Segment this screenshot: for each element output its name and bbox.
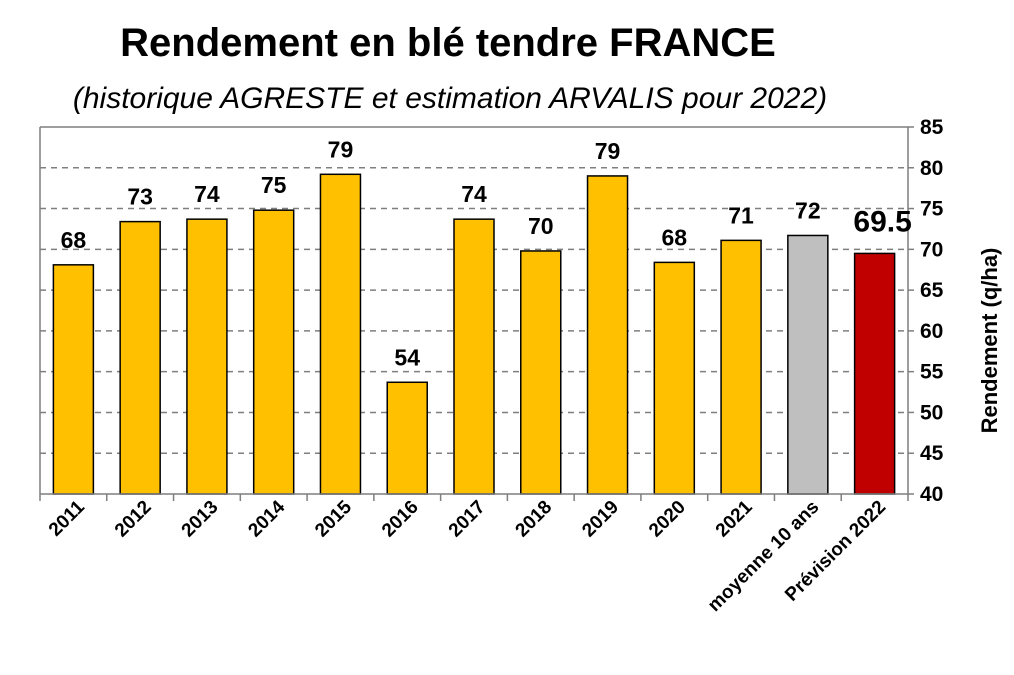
data-label: 54 — [394, 344, 420, 370]
y-axis-title: Rendement (q/ha) — [977, 248, 1002, 434]
bar-2021 — [720, 239, 762, 495]
x-tick-label: 2015 — [311, 496, 356, 541]
y-tick-label: 80 — [920, 157, 943, 180]
y-tick-label: 65 — [920, 279, 944, 302]
bar-2011 — [52, 264, 95, 495]
data-label: 68 — [61, 227, 87, 253]
data-label: 75 — [261, 172, 287, 198]
bar-2017 — [453, 218, 495, 495]
x-tick-label: 2020 — [645, 497, 690, 542]
y-tick-label: 85 — [920, 116, 944, 139]
data-label: 74 — [461, 181, 487, 207]
chart-title: Rendement en blé tendre FRANCE — [120, 21, 776, 65]
x-tick-label: 2018 — [512, 497, 557, 542]
bar-2012 — [119, 220, 161, 495]
y-tick-label: 70 — [920, 238, 943, 261]
y-tick-label: 55 — [920, 361, 944, 384]
category-labels: 2011 2012 2013 2014 2015 2016 2017 2018 2019 2020… — [45, 496, 890, 616]
x-tick-label: 2011 — [45, 496, 89, 540]
bar-2016 — [386, 381, 428, 495]
x-tick-label: 2019 — [578, 497, 623, 542]
x-tick-label: moyenne 10 ans — [704, 497, 823, 616]
bars — [52, 173, 896, 495]
data-labels: 68 73 74 75 79 54 74 70 79 68 71 72 69.5 — [61, 136, 912, 370]
x-tick-label: 2017 — [445, 497, 490, 542]
y-tick-label: 40 — [920, 483, 943, 506]
data-label: 79 — [328, 136, 354, 162]
bar-2015 — [319, 173, 362, 495]
x-tick-label: 2013 — [178, 497, 223, 542]
data-label: 68 — [662, 224, 688, 250]
data-label: 72 — [795, 197, 821, 223]
bar-2014 — [252, 209, 295, 495]
x-tick-label: 2012 — [111, 497, 156, 542]
y-tick-label: 45 — [920, 442, 944, 465]
y-tick-label: 75 — [920, 198, 944, 221]
data-label: 73 — [127, 184, 153, 210]
y-tick-label: 60 — [920, 320, 943, 343]
y-axis: 40 45 50 55 60 65 70 75 80 85 — [39, 116, 944, 506]
data-label: 74 — [194, 181, 220, 207]
chart-subtitle: (historique AGRESTE et estimation ARVALI… — [73, 82, 827, 115]
x-tick-label: 2021 — [712, 496, 757, 541]
data-label: 71 — [728, 202, 754, 228]
bar-2019 — [586, 175, 629, 495]
bar-prévision-2022 — [853, 252, 896, 495]
x-tick-label: 2014 — [244, 496, 289, 541]
x-tick-label: 2016 — [378, 497, 423, 542]
data-label: 70 — [528, 213, 554, 239]
bar-2013 — [186, 218, 228, 495]
bar-2020 — [653, 261, 696, 495]
data-label: 79 — [595, 138, 621, 164]
bar-2018 — [520, 250, 562, 495]
data-label: 69.5 — [853, 205, 911, 238]
bar-moyenne-10-ans — [787, 234, 829, 495]
y-tick-label: 50 — [920, 401, 943, 424]
